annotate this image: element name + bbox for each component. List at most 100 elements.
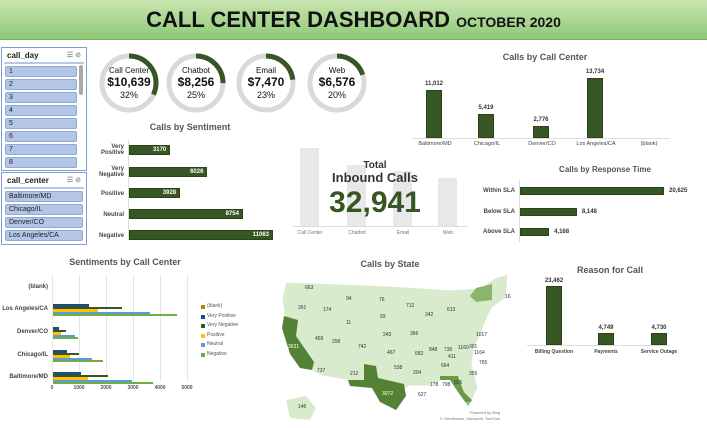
slicer-item-day-2[interactable]: 2 [5,79,77,90]
response-bar[interactable] [520,208,577,216]
series-bar-negative[interactable] [53,337,78,340]
kpi-name: Email [255,66,276,75]
state-value-WI: 342 [425,312,434,318]
dashboard-subtitle: OCTOBER 2020 [456,13,561,30]
slicer-item-center[interactable]: Baltimore/MD [5,191,83,202]
us-map[interactable]: 663 261 174 94 76 93 11 712 342 613 16 1786 3631 459 2… [280,268,520,428]
kpi-percent: 32% [119,90,138,100]
bar-value-label: 6026 [190,169,204,175]
category-label: Positive [100,191,124,197]
slicer-item-day-7[interactable]: 7 [5,144,77,155]
legend-label: Positive [207,331,225,338]
state-value-VA: 1164 [474,350,485,356]
multi-select-icon[interactable]: ☰ ⊘ [66,177,81,184]
bar-value-label: 13,734 [585,69,605,75]
series-bar-positive[interactable] [53,377,88,380]
series-bar-neutral[interactable] [53,357,93,360]
gridline [187,275,188,381]
x-tick-label: 5000 [181,385,193,391]
sentiment-bar[interactable]: 11063 [129,230,273,240]
series-bar-negative[interactable] [53,360,103,363]
bar-value-label: 5,419 [478,105,494,112]
series-bar-very-negative[interactable] [53,374,108,378]
reason-bar[interactable] [546,286,562,345]
series-bar-negative[interactable] [53,382,153,385]
sentiment-bar[interactable]: 8754 [129,209,243,219]
state-value-NE: 243 [383,332,392,338]
scrollbar[interactable] [79,65,83,95]
slicer-item-center[interactable]: Chicago/IL [5,204,83,215]
bar-value-label: 20,625 [669,188,688,194]
category-label: (blank) [640,141,658,147]
slicer-item-day-6[interactable]: 6 [5,131,77,142]
slicer-item-center[interactable]: Denver/CO [5,217,83,228]
axis-line [519,180,520,242]
kpi-value: $8,256 [177,75,215,89]
slicer-item-day-1[interactable]: 1 [5,66,77,77]
series-bar-very-negative[interactable] [53,329,66,333]
series-bar-neutral[interactable] [53,311,151,314]
call-center-chart-title: Calls by Call Center [502,52,588,62]
kpi-donut-2: Email $7,470 23% [235,52,297,114]
x-tick-label: 0 [50,385,54,391]
donut-ring [236,53,296,113]
series-bar-positive[interactable] [53,355,70,358]
kpi-name: Web [328,66,346,75]
map-credit: Powered by Bing [470,410,501,415]
series-bar-positive[interactable] [53,332,62,335]
slicer-item-day-4[interactable]: 4 [5,105,77,116]
category-label: Above SLA [482,229,515,235]
call-center-bar[interactable] [533,125,549,138]
category-label: Very Negative [98,166,124,178]
series-bar-very-positive[interactable] [53,304,90,307]
series-bar-neutral[interactable] [53,379,132,382]
state-value-CA: 3631 [288,344,299,350]
call-center-bar[interactable] [587,78,603,138]
slicer-item-day-8[interactable]: 8 [5,157,77,168]
reason-bar[interactable] [651,333,667,345]
series-bar-very-positive[interactable] [53,372,82,375]
call-center-bar[interactable] [426,89,442,138]
slicer-call-day: call_day ☰ ⊘ 1 2 3 4 5 6 7 8 [1,47,87,171]
slicer-item-day-3[interactable]: 3 [5,92,77,103]
state-value-PA: 1017 [476,332,487,338]
category-label: Service Outage [640,349,678,355]
sentiment-bar[interactable]: 3170 [129,145,171,155]
series-bar-negative[interactable] [53,314,178,317]
series-bar-very-positive[interactable] [53,350,68,353]
series-bar-very-negative[interactable] [53,306,122,310]
bar-value-label: 11063 [252,232,269,238]
kpi-percent: 23% [256,90,275,100]
category-label: Payments [594,349,618,355]
category-label: (blank) [28,284,48,290]
dashboard-title: CALL CENTER DASHBOARD [146,6,451,32]
state-value-MO: 682 [415,351,424,357]
state-value-ND: 76 [379,297,385,303]
response-bar[interactable] [520,228,550,236]
category-label: Los Angeles/CA [576,141,616,147]
sentiment-bar[interactable]: 3928 [129,188,181,198]
channel-bar [300,148,319,226]
response-bar[interactable] [520,187,664,195]
map-credit-2: © GeoNames, Microsoft, TomTom [440,416,500,421]
sentiment-bar[interactable]: 6026 [129,167,208,177]
call-center-bar[interactable] [478,114,494,138]
series-bar-very-negative[interactable] [53,352,80,356]
slicer-item-center[interactable]: Los Angeles/CA [5,230,83,241]
series-bar-very-positive[interactable] [53,327,60,330]
kpi-name: Chatbot [181,66,211,75]
series-bar-positive[interactable] [53,309,98,312]
category-label: Neutral [103,212,124,218]
total-value: 32,941 [329,186,421,219]
state-value-AZ: 737 [317,368,326,374]
state-value-IA: 366 [410,331,419,337]
state-value-AL: 798 [442,382,451,388]
state-value-WV: 301 [469,344,478,350]
state-value-GA: 926 [454,380,463,386]
state-value-OK: 538 [394,365,403,371]
slicer-item-day-5[interactable]: 5 [5,118,77,129]
x-tick-label: 1000 [73,385,85,391]
multi-select-icon[interactable]: ☰ ⊘ [66,52,81,59]
reason-bar[interactable] [598,333,614,345]
series-bar-neutral[interactable] [53,334,75,337]
